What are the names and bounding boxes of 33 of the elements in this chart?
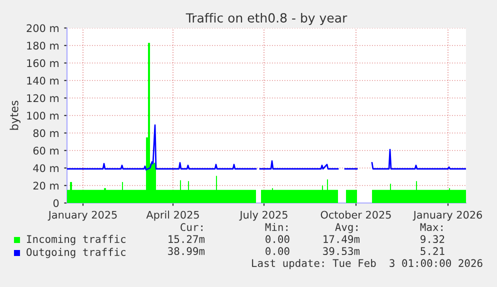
text: Avg: (335, 223, 358, 234)
text: Max: (420, 223, 442, 232)
x-tick-label: April 2025 (146, 210, 199, 221)
y-tick-label: 0 (53, 199, 59, 208)
legend-label: Incoming traffic (27, 234, 126, 246)
text: 0.00 (266, 247, 290, 256)
text: Last update: Tue Feb 3 01:00:00 2026 (252, 258, 482, 270)
y-axis-title: bytes (10, 100, 20, 130)
text: 15.27m (168, 235, 205, 244)
x-tick-label: January 2026 (412, 210, 482, 221)
text: 0.00 (266, 235, 290, 244)
chart-title: Traffic on eth0.8 - by year (186, 12, 348, 26)
text: 9.32 (420, 235, 444, 244)
x-tick-label: October 2025 (320, 210, 391, 219)
y-tick-label: 180 m (27, 42, 58, 50)
y-tick-label: 140 m (27, 76, 58, 85)
y-tick-label: 20 m (33, 182, 58, 190)
x-tick-label: July 2025 (239, 210, 288, 221)
y-tick-label: 160 m (27, 59, 58, 68)
text: 38.99m (168, 247, 205, 256)
y-tick-label: 200 m (26, 24, 58, 32)
x-tick-label: January 2025 (48, 210, 117, 221)
text: Min: (265, 222, 288, 231)
text: Cur: (180, 223, 202, 232)
text: 17.49m (324, 235, 360, 244)
text: 5.21 (420, 247, 444, 256)
text: 39.53m (323, 247, 360, 256)
y-tick-label: 40 m (33, 164, 58, 172)
y-tick-label: 100 m (27, 112, 58, 120)
y-tick-label: 80 m (33, 129, 58, 138)
y-tick-label: 120 m (27, 94, 58, 102)
y-tick-label: 60 m (33, 146, 58, 155)
legend-label: Outgoing traffic (26, 248, 126, 258)
